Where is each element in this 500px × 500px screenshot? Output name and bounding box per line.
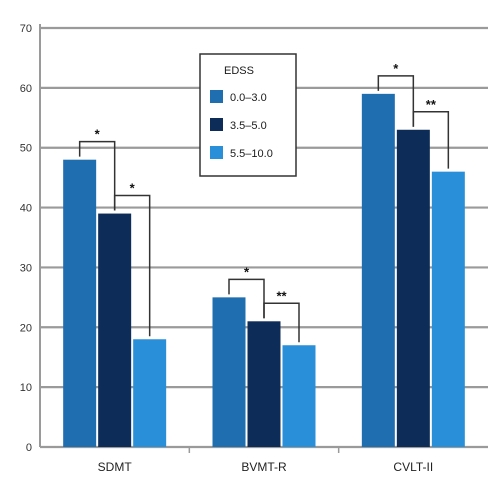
legend: EDSS 0.0–3.0 3.5–5.0 5.5–10.0 — [199, 53, 297, 177]
x-tick-label: CVLT-II — [393, 460, 433, 474]
significance-bracket — [78, 140, 116, 211]
significance-bracket — [412, 111, 450, 169]
x-tick-label: SDMT — [98, 460, 133, 474]
significance-label: * — [95, 127, 101, 142]
legend-label: 3.5–5.0 — [230, 120, 267, 132]
bar — [247, 321, 281, 447]
bar — [396, 129, 430, 447]
significance-bracket — [377, 75, 415, 127]
y-tick-label: 40 — [20, 203, 32, 215]
bar — [98, 213, 132, 447]
bar — [212, 297, 246, 447]
bar — [133, 339, 167, 447]
bar — [361, 93, 395, 447]
y-tick-label: 70 — [20, 23, 32, 35]
significance-label: * — [393, 61, 399, 76]
significance-bracket — [228, 278, 265, 319]
legend-title: EDSS — [224, 65, 254, 77]
y-tick-label: 60 — [20, 83, 32, 95]
legend-label: 5.5–10.0 — [230, 148, 273, 160]
y-tick-label: 0 — [26, 442, 32, 454]
significance-bracket — [263, 302, 300, 343]
y-tick-label: 10 — [20, 382, 32, 394]
legend-swatch — [210, 118, 223, 131]
bar — [282, 345, 316, 447]
significance-label: ** — [426, 97, 437, 112]
significance-bracket — [113, 194, 151, 337]
significance-label: ** — [276, 288, 287, 303]
bar — [63, 159, 97, 447]
x-tick-label: BVMT-R — [241, 460, 287, 474]
legend-swatch — [210, 146, 223, 159]
significance-label: * — [130, 181, 136, 196]
significance-brackets: ******** — [78, 61, 450, 343]
bar — [431, 171, 465, 447]
y-tick-label: 50 — [20, 143, 32, 155]
y-tick-label: 20 — [20, 322, 32, 334]
significance-label: * — [244, 264, 250, 279]
legend-swatch — [210, 90, 223, 103]
legend-label: 0.0–3.0 — [230, 92, 267, 104]
y-tick-label: 30 — [20, 262, 32, 274]
bars — [63, 93, 465, 447]
